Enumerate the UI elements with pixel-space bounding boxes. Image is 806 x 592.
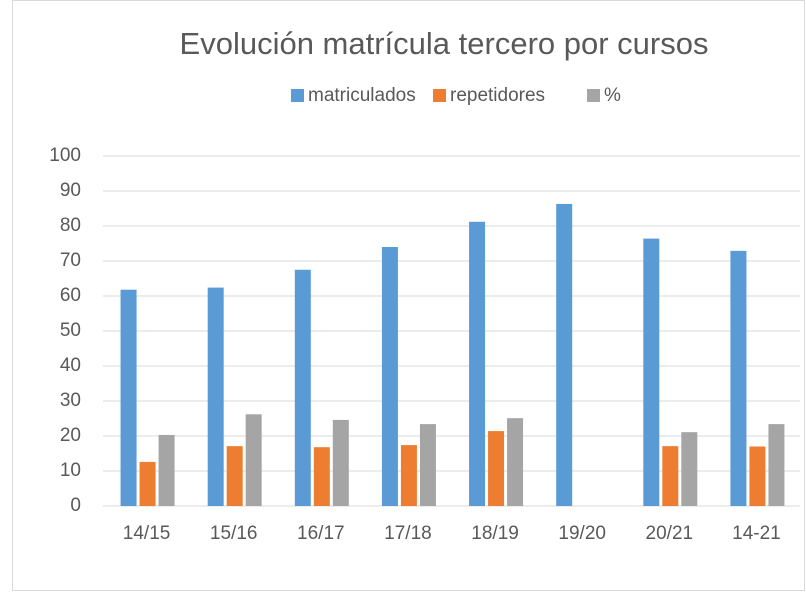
bar (419, 424, 436, 506)
chart-title: Evolución matrícula tercero por cursos (180, 26, 709, 61)
bar (120, 289, 137, 506)
legend-swatch (587, 89, 600, 102)
y-tick-label: 50 (60, 320, 81, 341)
y-tick-label: 0 (70, 495, 81, 516)
bar (158, 434, 175, 506)
legend-label: % (604, 85, 621, 106)
legend-swatch (291, 89, 304, 102)
bar (730, 250, 747, 506)
x-tick-label: 16/17 (297, 523, 345, 544)
bar (749, 446, 766, 506)
bar (245, 414, 262, 506)
bar (207, 287, 224, 506)
bar (681, 432, 698, 506)
bar (226, 446, 243, 506)
x-tick-label: 17/18 (384, 523, 432, 544)
bar (381, 247, 398, 506)
y-tick-label: 70 (60, 250, 81, 271)
y-tick-label: 10 (60, 460, 81, 481)
bar (662, 446, 679, 506)
bar (643, 238, 660, 506)
y-tick-label: 80 (60, 215, 81, 236)
bar (294, 269, 311, 506)
y-tick-label: 100 (49, 145, 81, 166)
bar (400, 445, 417, 506)
legend-label: repetidores (450, 85, 545, 106)
y-tick-label: 20 (60, 425, 81, 446)
x-tick-label: 19/20 (558, 523, 606, 544)
y-tick-label: 60 (60, 285, 81, 306)
y-tick-label: 40 (60, 355, 81, 376)
x-tick-label: 20/21 (646, 523, 694, 544)
x-tick-label: 15/16 (210, 523, 258, 544)
y-tick-label: 30 (60, 390, 81, 411)
legend-label: matriculados (308, 85, 416, 106)
legend-swatch (433, 89, 446, 102)
bar (469, 221, 486, 507)
bar (507, 418, 524, 506)
bar (313, 447, 330, 506)
bar (488, 431, 505, 506)
x-tick-label: 14-21 (732, 523, 781, 544)
x-tick-label: 14/15 (123, 523, 171, 544)
bar (768, 424, 785, 506)
bar (139, 461, 156, 506)
y-tick-label: 90 (60, 180, 81, 201)
x-tick-label: 18/19 (471, 523, 519, 544)
bar (332, 419, 349, 506)
bar (556, 203, 573, 506)
